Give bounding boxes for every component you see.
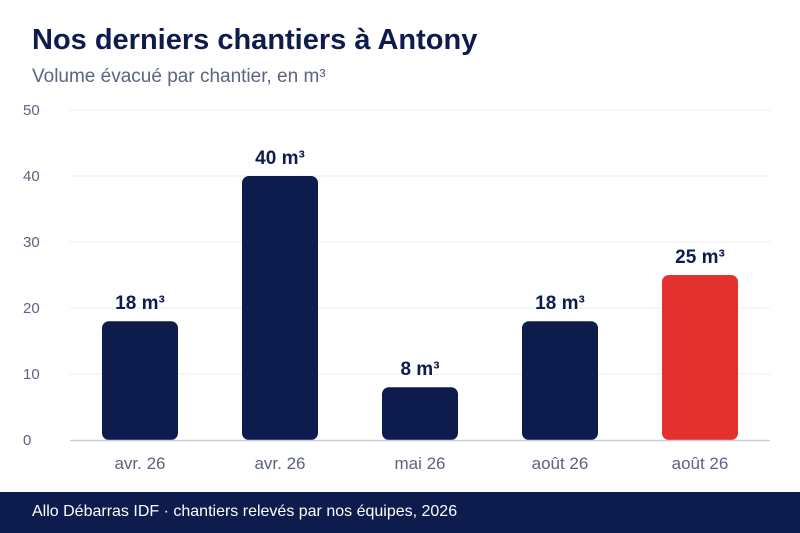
data-labels: 18 m³ 40 m³ 8 m³ 18 m³ 25 m³ (115, 148, 725, 380)
x-tick-label: avr. 26 (114, 454, 165, 473)
data-label: 8 m³ (400, 359, 439, 380)
x-tick-label: août 26 (672, 454, 729, 473)
bar (662, 275, 738, 440)
bar (522, 321, 598, 440)
y-tick-label: 10 (23, 366, 40, 383)
y-tick-label: 20 (23, 300, 40, 317)
bar (242, 176, 318, 440)
x-axis-ticks: avr. 26 avr. 26 mai 26 août 26 août 26 (114, 454, 728, 473)
data-label: 25 m³ (675, 247, 725, 268)
x-tick-label: mai 26 (394, 454, 445, 473)
y-tick-label: 0 (23, 432, 31, 449)
y-tick-label: 50 (23, 102, 40, 119)
footer-band: Allo Débarras IDF · chantiers relevés pa… (0, 492, 800, 533)
footer-source: Allo Débarras IDF · chantiers relevés pa… (32, 503, 458, 520)
y-axis-ticks: 0 10 20 30 40 50 (23, 102, 40, 449)
data-label: 18 m³ (535, 293, 585, 314)
gridlines (70, 109, 770, 375)
bars (102, 176, 738, 440)
chart-subtitle: Volume évacué par chantier, en m³ (32, 66, 326, 87)
data-label: 40 m³ (255, 148, 305, 169)
bar (382, 387, 458, 440)
bar-chart: 0 10 20 30 40 50 18 m³ 40 m³ 8 m³ 18 m³ 25 m³ avr… (23, 102, 770, 473)
data-label: 18 m³ (115, 293, 165, 314)
chart-title: Nos derniers chantiers à Antony (32, 24, 478, 56)
bar (102, 321, 178, 440)
y-tick-label: 40 (23, 168, 40, 185)
y-tick-label: 30 (23, 234, 40, 251)
x-tick-label: août 26 (532, 454, 589, 473)
x-tick-label: avr. 26 (254, 454, 305, 473)
